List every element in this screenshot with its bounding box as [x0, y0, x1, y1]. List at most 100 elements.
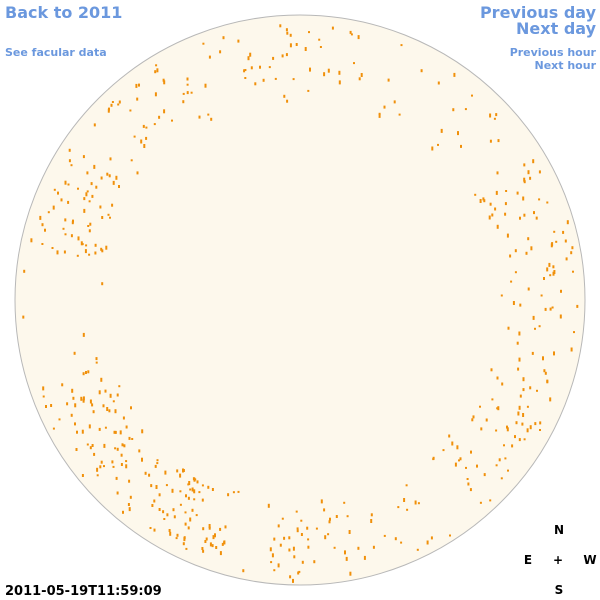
- next-hour-link[interactable]: Next hour: [535, 59, 597, 72]
- facula: [121, 443, 124, 447]
- facula: [519, 303, 522, 307]
- facula: [292, 546, 295, 551]
- facula: [193, 498, 196, 501]
- facula: [247, 56, 250, 61]
- facula: [90, 182, 93, 186]
- facula: [437, 143, 439, 146]
- facula: [378, 112, 381, 115]
- facula: [52, 205, 55, 210]
- facula: [82, 155, 85, 159]
- facular-link[interactable]: See facular data: [5, 46, 107, 59]
- facula: [191, 508, 194, 512]
- facula: [219, 551, 222, 556]
- facula: [85, 244, 88, 247]
- facula: [95, 361, 98, 364]
- facula: [304, 47, 307, 51]
- facula: [135, 83, 138, 88]
- facula: [525, 251, 528, 255]
- facula: [193, 489, 196, 494]
- facula: [289, 43, 292, 48]
- facula: [538, 198, 541, 201]
- facula: [210, 117, 213, 121]
- facula: [156, 68, 159, 73]
- facula: [343, 501, 346, 504]
- facula: [562, 230, 565, 234]
- facula: [215, 546, 218, 549]
- facula: [96, 474, 99, 477]
- facula: [171, 119, 173, 122]
- facula: [515, 421, 518, 425]
- facula: [288, 536, 291, 540]
- facula: [99, 205, 102, 209]
- facula: [58, 418, 61, 421]
- facula: [171, 488, 174, 493]
- facula: [39, 215, 42, 220]
- facula: [221, 542, 224, 546]
- facula: [357, 546, 360, 550]
- facula: [214, 533, 216, 538]
- facula: [70, 234, 73, 238]
- facula: [553, 230, 556, 233]
- facula: [437, 81, 440, 85]
- facula: [494, 207, 497, 211]
- facula: [523, 177, 526, 182]
- facula: [163, 80, 166, 85]
- facula: [237, 39, 240, 43]
- facula: [125, 425, 128, 429]
- facula: [88, 200, 91, 203]
- previous-hour-link[interactable]: Previous hour: [510, 46, 597, 59]
- facula: [112, 180, 115, 185]
- facula: [211, 488, 214, 491]
- facula: [112, 400, 115, 403]
- facula: [93, 123, 96, 127]
- facula: [101, 216, 104, 219]
- facula: [269, 547, 272, 552]
- facula: [289, 33, 292, 37]
- facula: [489, 499, 492, 502]
- facula: [219, 527, 222, 531]
- facula: [158, 493, 161, 497]
- facula: [506, 233, 509, 238]
- next-day-link[interactable]: Next day: [516, 19, 597, 38]
- facula: [82, 332, 85, 337]
- facula: [87, 225, 90, 227]
- facula: [495, 113, 498, 117]
- facula: [118, 385, 121, 388]
- facula: [503, 444, 505, 447]
- facula: [93, 452, 96, 456]
- facula: [534, 327, 536, 330]
- compass-west: W: [583, 553, 596, 567]
- facula: [103, 443, 106, 448]
- back-link[interactable]: Back to 2011: [5, 3, 122, 22]
- facula: [522, 388, 525, 392]
- facula: [198, 115, 201, 119]
- facula: [500, 477, 503, 480]
- facula: [116, 491, 119, 495]
- facula: [185, 547, 188, 550]
- facula: [518, 438, 521, 442]
- facula: [179, 473, 182, 478]
- facula: [209, 542, 212, 547]
- facula: [383, 534, 386, 537]
- facula: [470, 450, 472, 454]
- facula: [112, 465, 115, 468]
- facula: [335, 515, 338, 518]
- facula: [84, 249, 87, 254]
- facula: [523, 213, 526, 217]
- previous-day-link[interactable]: Previous day: [480, 3, 597, 22]
- facula: [95, 357, 98, 361]
- facula: [202, 42, 205, 45]
- facula: [519, 394, 522, 398]
- facula: [68, 159, 71, 163]
- facula: [555, 240, 558, 243]
- facula: [279, 543, 282, 547]
- facula: [546, 267, 549, 272]
- facula: [83, 197, 86, 201]
- facula: [378, 113, 381, 118]
- facula: [370, 513, 373, 517]
- facula: [201, 498, 204, 502]
- facula: [122, 416, 125, 420]
- facula: [483, 199, 486, 203]
- facula: [109, 393, 112, 398]
- facula: [188, 481, 191, 485]
